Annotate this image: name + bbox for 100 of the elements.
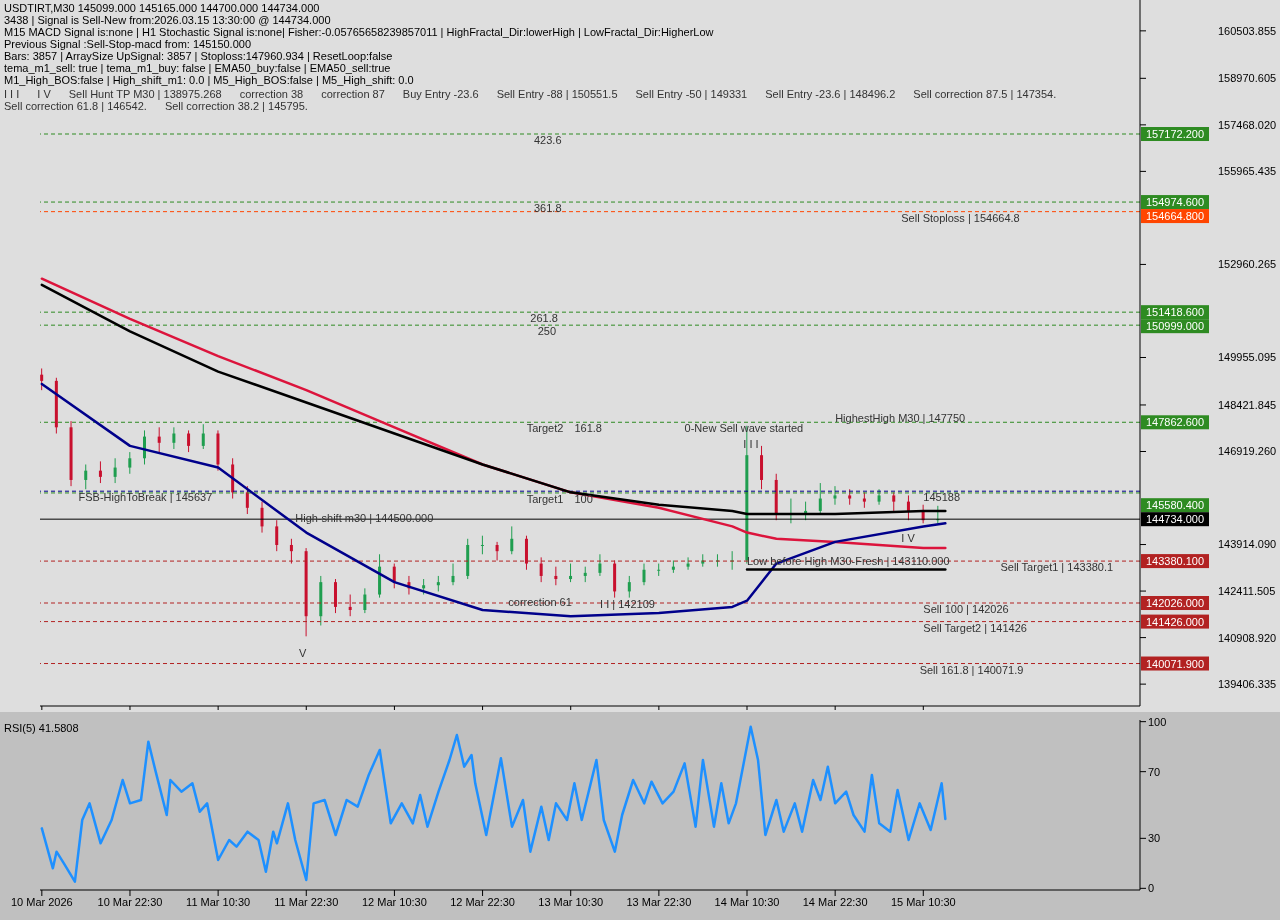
annotation: Sell Stoploss | 154664.8 — [901, 211, 1020, 224]
annotation: Sell correction 38.2 | 145795. — [164, 100, 308, 112]
candlestick — [113, 457, 117, 484]
text: I I I — [4, 88, 20, 100]
candlestick — [818, 482, 822, 515]
annotation: 423.6 — [533, 134, 562, 147]
annotation: Previous Signal :Sell-Stop-macd from: 145150.000 — [4, 38, 253, 50]
candlestick — [480, 535, 484, 555]
annotation: M15 MACD Signal is:none | H1 Stochastic Signal is:none| Fisher:-0.05765658239857011 | HighFractal_Dir:lowerHigh | LowFractal_Dir:HigherLow — [4, 26, 715, 38]
annotation: 261.8 — [530, 312, 558, 325]
ref-line-label: 154664.800 — [1145, 210, 1205, 223]
annotation: correction 38 — [239, 88, 304, 100]
candlestick — [642, 563, 646, 586]
annotation: 145188 — [923, 491, 961, 504]
ref-line-label: 151418.600 — [1145, 306, 1205, 319]
annotation: Bars: 3857 | ArraySize UpSignal: 3857 | Stoploss:147960.934 | ResetLoop:false — [4, 50, 394, 62]
candlestick — [510, 525, 514, 555]
annotation: HighestHigh M30 | 147750 — [835, 411, 966, 424]
candlestick — [157, 426, 161, 453]
candlestick — [260, 501, 264, 534]
x-tick-label: 13 Mar 22:30 — [626, 895, 692, 908]
x-tick-label: 11 Mar 10:30 — [186, 895, 251, 908]
x-tick-label: 14 Mar 10:30 — [714, 895, 780, 908]
y-tick-label: 139406.335 — [1218, 678, 1277, 691]
annotation: Sell 100 | 142026 — [923, 603, 1009, 616]
ref-line-label: 142026.000 — [1145, 597, 1205, 610]
candlestick — [245, 485, 249, 515]
annotation: tema_m1_sell: true | tema_m1_buy: false | EMA50_buy:false | EMA50_sell:true — [4, 62, 392, 74]
ref-line-label: 147862.600 — [1145, 416, 1205, 429]
annotation: Buy Entry -23.6 — [402, 88, 479, 100]
candlestick — [598, 553, 602, 577]
candlestick — [348, 594, 352, 617]
y-tick-label: 160503.855 — [1218, 24, 1277, 37]
candlestick — [451, 563, 455, 586]
annotation: I I I — [743, 438, 759, 451]
annotation: 250 — [537, 325, 557, 338]
annotation: correction 87 — [321, 88, 385, 100]
annotation: correction 61 — [508, 595, 572, 608]
y-tick-label: 142411.505 — [1218, 584, 1276, 597]
ref-line-label: 144734.000 — [1145, 513, 1205, 526]
candlestick — [201, 423, 205, 450]
x-tick-label: 12 Mar 22:30 — [450, 895, 515, 908]
y-tick-label: 155965.435 — [1218, 165, 1277, 178]
ref-line-label: 154974.600 — [1145, 196, 1205, 209]
chart-title: RSI(5) 41.5808 — [4, 722, 80, 734]
candlestick — [495, 541, 499, 561]
annotation: 100 — [574, 492, 593, 505]
y-tick-label: 157468.020 — [1218, 118, 1277, 131]
annotation: Sell correction 61.8 | 146542. — [4, 100, 147, 112]
y-tick-label: 70 — [1148, 765, 1161, 778]
x-tick-label: 10 Mar 2026 — [10, 895, 73, 908]
annotation: Sell Entry -88 | 150551.5 — [496, 88, 618, 100]
ref-line-label: 145580.400 — [1145, 499, 1205, 512]
x-tick-label: 11 Mar 22:30 — [274, 895, 339, 908]
candlestick — [40, 367, 44, 391]
y-tick-label: 100 — [1148, 715, 1167, 728]
candlestick — [686, 556, 690, 571]
annotation: Sell Target2 | 141426 — [923, 621, 1027, 634]
candlestick — [98, 460, 102, 484]
annotation: Sell Entry -50 | 149331 — [635, 88, 748, 100]
y-tick-label: 148421.845 — [1218, 398, 1277, 411]
candlestick — [172, 426, 176, 450]
chart-title: USDTIRT,M30 145099.000 145165.000 144700.000 144734.000 — [4, 2, 321, 14]
candlestick — [569, 563, 573, 583]
line-series — [40, 725, 947, 883]
annotation: FSB-HighToBreak | 145637 — [78, 491, 213, 504]
y-tick-label: 146919.260 — [1218, 445, 1277, 458]
annotation: Sell correction 87.5 | 147354. — [913, 88, 1057, 100]
annotation: 361.8 — [533, 202, 562, 215]
y-tick-label: 158970.605 — [1218, 72, 1277, 85]
annotation: Sell Hunt TP M30 | 138975.268 — [68, 88, 222, 100]
candlestick — [289, 538, 293, 565]
annotation: I V — [37, 88, 51, 100]
annotation: Sell Entry -23.6 | 148496.2 — [765, 88, 896, 100]
candlestick — [627, 575, 631, 599]
annotation: Target1 — [526, 492, 564, 505]
x-tick-label: 14 Mar 22:30 — [802, 895, 868, 908]
candlestick — [892, 491, 896, 512]
y-tick-label: 152960.265 — [1218, 258, 1277, 271]
x-tick-label: 12 Mar 10:30 — [362, 895, 427, 908]
ref-line-label: 143380.100 — [1145, 555, 1205, 568]
x-tick-label: 15 Mar 10:30 — [890, 895, 956, 908]
candlestick — [554, 566, 558, 586]
ref-line-label: 141426.000 — [1145, 615, 1205, 628]
candlestick — [84, 463, 88, 490]
x-tick-label: 13 Mar 10:30 — [538, 895, 604, 908]
x-tick-label: 10 Mar 22:30 — [97, 895, 163, 908]
y-tick-label: 143914.090 — [1218, 538, 1277, 551]
annotation: I I | 142109 — [600, 597, 655, 610]
candlestick — [657, 563, 661, 577]
candlestick — [275, 519, 279, 552]
ref-line-label: 150999.000 — [1145, 320, 1205, 333]
y-tick-label: 149955.095 — [1218, 351, 1277, 364]
candlestick — [833, 485, 837, 506]
annotation: Target2 — [526, 422, 564, 435]
annotation: I V — [901, 532, 916, 545]
annotation: 161.8 — [574, 422, 602, 435]
annotation: 3438 | Signal is Sell-New from:2026.03.15 13:30:00 @ 144734.000 — [4, 14, 332, 26]
y-tick-label: 30 — [1148, 832, 1161, 845]
annotation: V — [298, 647, 307, 660]
